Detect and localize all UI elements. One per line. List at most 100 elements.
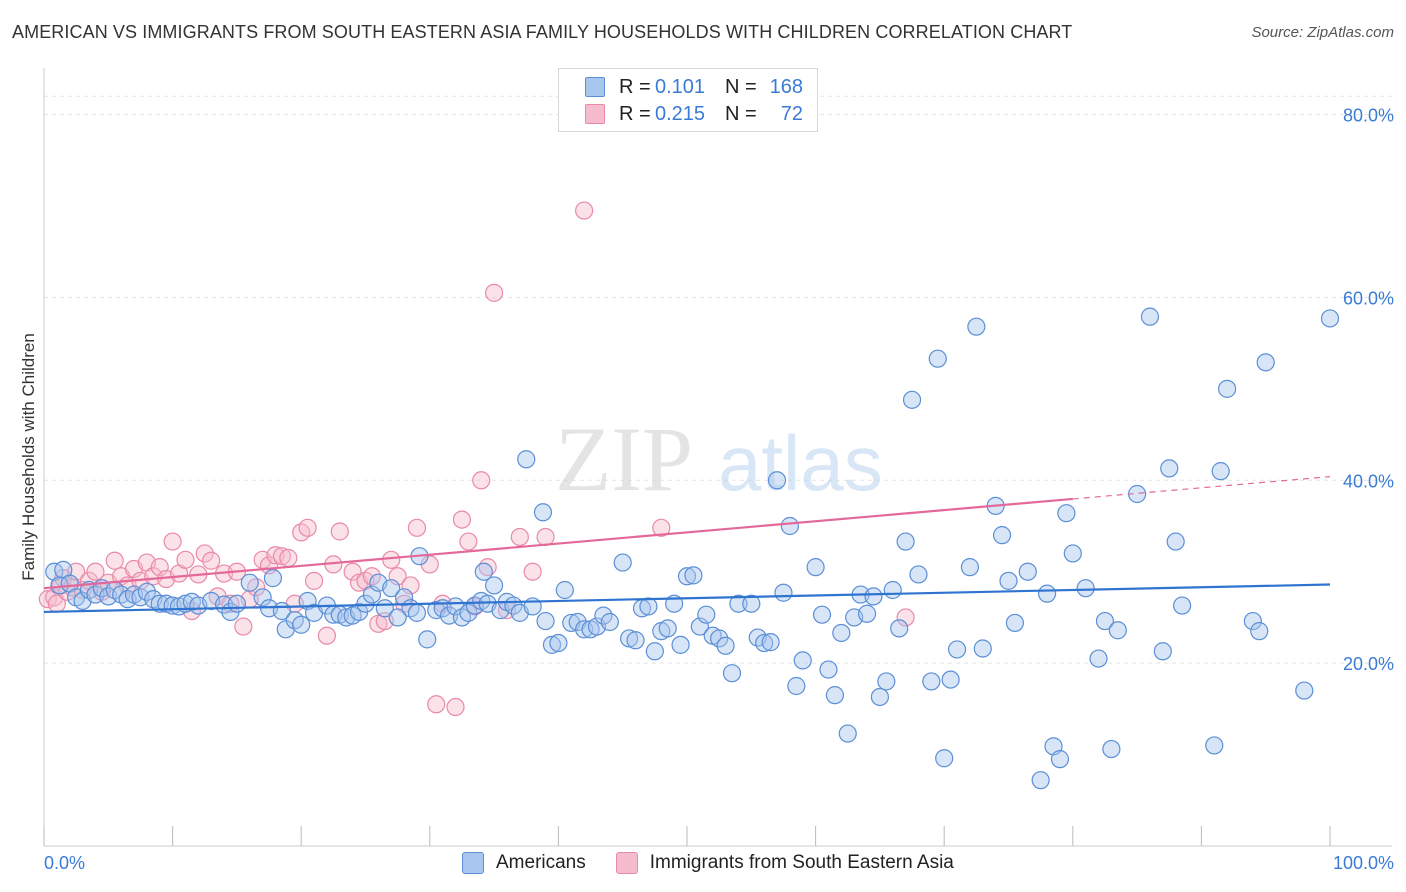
americans-point-99	[710, 629, 729, 648]
legend-item-americans[interactable]: Americans	[462, 852, 586, 874]
americans-point-49	[388, 608, 407, 627]
americans-point-108	[774, 583, 793, 602]
immigrants-point-39	[272, 547, 292, 566]
americans-point-54	[418, 630, 437, 649]
americans-point-48	[382, 579, 401, 598]
americans-point-152	[1108, 621, 1127, 640]
americans-point-107	[767, 471, 787, 490]
legend-n-value: 168	[769, 75, 803, 98]
americans-point-147	[1063, 544, 1082, 563]
americans-point-102	[729, 594, 748, 613]
americans-point-117	[838, 724, 857, 743]
immigrants-point-54	[382, 550, 401, 569]
americans-point-64	[485, 576, 504, 595]
immigrants-point-63	[452, 510, 472, 529]
americans-point-101	[722, 664, 742, 683]
immigrants-point-48	[343, 562, 362, 581]
watermark-zip: ZIP	[555, 408, 693, 510]
immigrants-point-22	[163, 532, 182, 551]
americans-point-114	[819, 660, 838, 679]
americans-point-27	[227, 594, 246, 613]
immigrants-point-58	[407, 518, 427, 537]
immigrants-point-10	[86, 562, 105, 581]
americans-point-166	[1320, 309, 1340, 328]
y-tick-label-1: 40.0%	[1343, 471, 1394, 491]
americans-point-91	[658, 619, 677, 638]
americans-points	[45, 307, 1340, 790]
americans-point-76	[555, 580, 574, 600]
americans-point-111	[793, 651, 812, 670]
legend-r-value: 0.101	[655, 75, 706, 98]
americans-point-35	[292, 615, 311, 634]
immigrants-point-45	[317, 626, 337, 645]
immigrants-point-27	[195, 544, 214, 563]
americans-legend-swatch	[462, 852, 484, 874]
americans-point-158	[1173, 596, 1192, 615]
americans-point-70	[517, 450, 536, 469]
immigrants-point-0	[38, 590, 57, 609]
americans-point-125	[890, 619, 909, 638]
americans-point-110	[787, 676, 806, 696]
americans-point-88	[639, 597, 658, 616]
americans-point-89	[645, 642, 664, 661]
americans-point-134	[960, 558, 980, 577]
legend-row-americans: R = 0.101 N = 168	[585, 74, 803, 100]
americans-point-148	[1076, 579, 1095, 598]
americans-point-120	[857, 604, 877, 623]
chart-title: AMERICAN VS IMMIGRANTS FROM SOUTH EASTER…	[12, 22, 1073, 42]
immigrants-point-62	[446, 697, 465, 717]
americans-point-121	[864, 587, 883, 606]
americans-point-145	[1050, 750, 1070, 769]
y-axis-label: Family Households with Children	[19, 333, 38, 581]
americans-point-72	[533, 503, 553, 522]
americans-point-162	[1243, 611, 1262, 631]
americans-point-133	[947, 640, 967, 659]
americans-point-74	[542, 635, 562, 654]
americans-point-161	[1218, 379, 1237, 398]
x-tick-labels: 0.0% 100.0%	[44, 853, 1394, 873]
americans-point-140	[1005, 613, 1025, 633]
americans-point-135	[967, 317, 986, 336]
americans-point-83	[600, 612, 619, 632]
trend-lines	[43, 476, 1331, 614]
immigrants-point-24	[176, 550, 195, 569]
immigrants-trend-line	[43, 497, 1073, 590]
americans-point-149	[1089, 649, 1108, 668]
immigrants-point-28	[202, 551, 221, 570]
americans-point-109	[780, 516, 799, 536]
americans-point-130	[928, 349, 947, 368]
americans-point-139	[999, 571, 1018, 590]
series-legend: Americans Immigrants from South Eastern …	[462, 852, 984, 874]
americans-point-85	[620, 629, 639, 648]
legend-n-label: N =	[725, 75, 757, 98]
americans-point-150	[1095, 611, 1115, 631]
americans-point-165	[1295, 681, 1314, 700]
americans-point-60	[459, 603, 478, 622]
immigrants-legend-swatch	[615, 852, 638, 874]
americans-point-50	[394, 588, 414, 607]
immigrants-point-68	[485, 283, 504, 302]
americans-point-105	[755, 633, 774, 653]
americans-point-156	[1160, 459, 1179, 478]
legend-row-immigrants: R = 0.215 N = 72	[585, 101, 803, 127]
americans-point-44	[356, 594, 375, 613]
americans-point-136	[973, 639, 992, 658]
americans-point-15	[137, 582, 156, 601]
americans-point-52	[407, 603, 427, 622]
americans-point-115	[825, 686, 844, 705]
americans-point-97	[697, 605, 716, 624]
legend-item-immigrants[interactable]: Immigrants from South Eastern Asia	[615, 852, 954, 874]
americans-point-129	[922, 672, 941, 691]
americans-point-122	[870, 687, 890, 707]
americans-point-124	[883, 580, 902, 600]
americans-point-163	[1250, 622, 1269, 641]
americans-point-68	[474, 562, 493, 581]
immigrants-point-70	[510, 527, 529, 547]
americans-point-146	[1057, 504, 1076, 523]
legend-n-label: N =	[725, 102, 757, 125]
americans-point-131	[935, 749, 954, 768]
americans-point-132	[941, 670, 960, 689]
immigrants-point-47	[330, 522, 349, 541]
americans-swatch	[585, 77, 605, 97]
